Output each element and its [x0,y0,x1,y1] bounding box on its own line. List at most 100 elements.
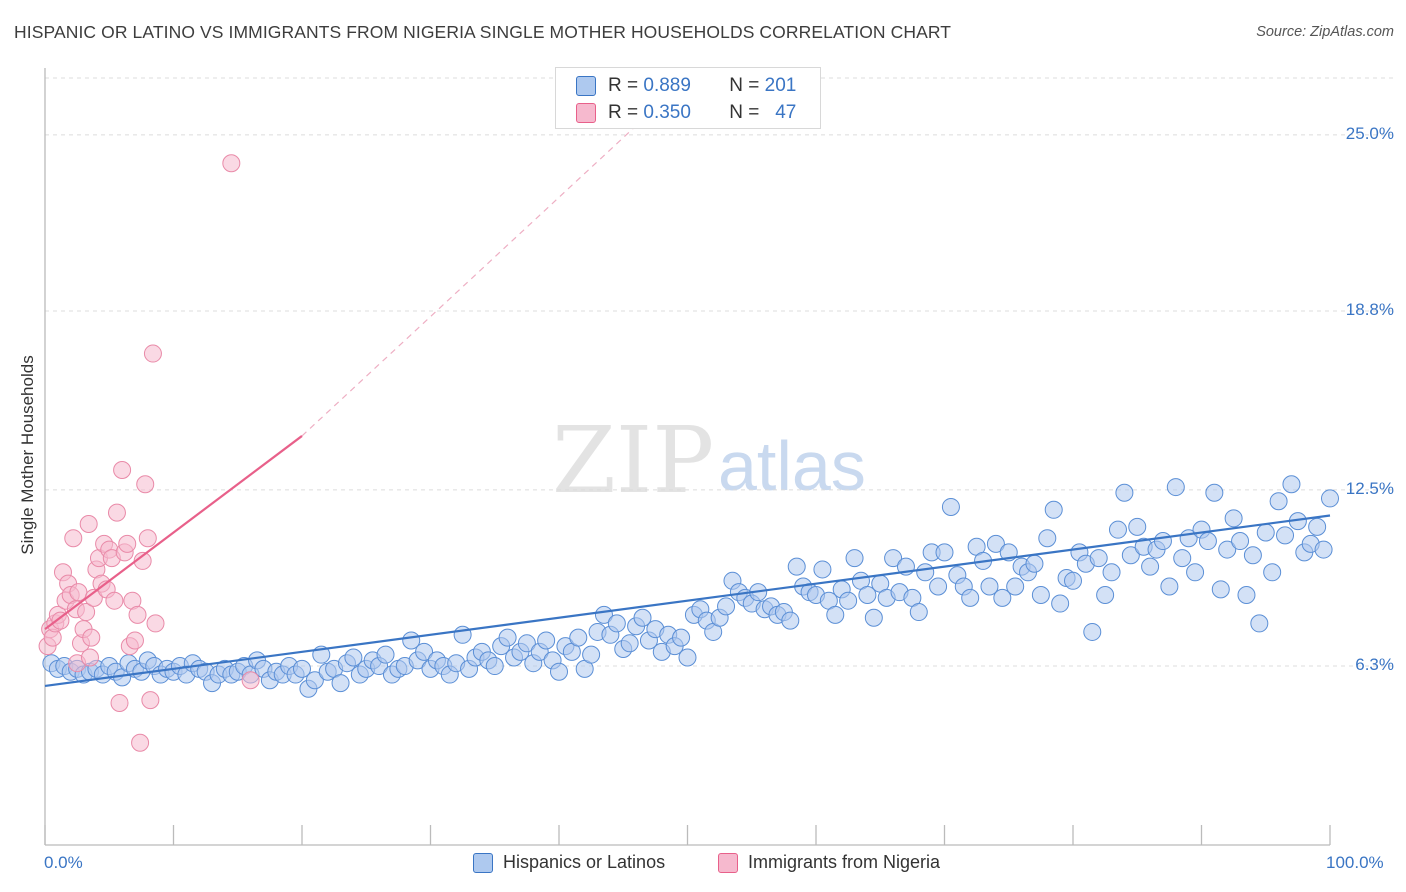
stats-legend: R = 0.889 N = 201 R = 0.350 N = 47 [555,67,821,129]
point-hispanic [672,628,691,647]
point-hispanic [1263,563,1282,582]
point-hispanic [678,648,697,667]
trend-hispanic [44,514,1331,688]
point-hispanic [787,557,806,576]
point-hispanic [717,597,736,616]
point-nigeria [110,693,129,712]
point-hispanic [1160,577,1179,596]
point-hispanic [1102,563,1121,582]
point-hispanic [839,591,858,610]
point-hispanic [517,634,536,653]
point-hispanic [864,608,883,627]
trend-lines [44,77,1331,688]
point-nigeria [222,154,241,173]
point-hispanic [1025,554,1044,573]
point-hispanic [1083,622,1102,641]
point-hispanic [1231,532,1250,551]
legend-item-nigeria: Immigrants from Nigeria [718,852,940,873]
legend-label-hispanic: Hispanics or Latinos [503,852,666,872]
point-hispanic [1038,529,1057,548]
y-tick-label: 25.0% [1345,123,1394,143]
stats-row-nigeria: R = 0.350 N = 47 [576,99,796,127]
point-nigeria [79,514,98,533]
point-hispanic [980,577,999,596]
point-hispanic [1205,483,1224,502]
point-hispanic [1064,571,1082,590]
r-value-2: 0.350 [643,102,691,123]
point-hispanic [929,577,948,596]
point-hispanic [1211,580,1230,599]
point-nigeria [146,614,165,633]
point-hispanic [1243,546,1262,565]
point-hispanic [1173,549,1192,568]
point-hispanic [1321,489,1339,508]
chart-source: Source: ZipAtlas.com [1256,24,1394,40]
point-nigeria [51,611,70,630]
point-nigeria [113,461,132,480]
point-hispanic [1186,563,1205,582]
n-label-2: N = [729,102,760,123]
r-label-1: R = [608,75,639,96]
trend-nigeria [44,435,303,630]
point-hispanic [1141,557,1160,576]
point-nigeria [143,344,162,363]
point-nigeria [107,503,126,522]
point-nigeria [141,691,160,710]
point-hispanic [1237,586,1256,605]
point-nigeria [138,529,157,548]
hispanic-swatch [576,76,596,96]
point-hispanic [550,662,568,681]
point-hispanic [607,614,626,633]
point-hispanic [1166,478,1185,497]
point-hispanic [331,674,350,693]
point-hispanic [1276,526,1295,545]
point-hispanic [884,549,903,568]
point-nigeria [118,534,137,553]
point-hispanic [1282,475,1301,494]
bottom-legend: Hispanics or Latinos Immigrants from Nig… [0,852,1406,878]
y-tick-label: 6.3% [1355,655,1394,675]
point-hispanic [1314,540,1333,559]
point-hispanic [1051,594,1070,613]
point-nigeria [125,631,144,650]
point-hispanic [1308,517,1327,536]
n-value-1: 201 [764,75,797,96]
point-hispanic [620,634,639,653]
trend-nigeria-extension [301,77,688,437]
data-points [38,154,1339,752]
point-hispanic [845,549,864,568]
point-hispanic [1198,532,1217,551]
point-hispanic [961,588,980,607]
point-hispanic [1031,586,1050,605]
y-tick-label: 12.5% [1345,478,1394,498]
point-hispanic [498,628,517,647]
point-hispanic [1108,520,1127,539]
n-label-1: N = [729,75,760,96]
chart-title: HISPANIC OR LATINO VS IMMIGRANTS FROM NI… [14,22,952,42]
point-nigeria [105,591,124,610]
point-hispanic [1224,509,1243,528]
watermark: ZIP atlas [552,407,866,514]
n-value-2: 47 [775,102,797,123]
point-nigeria [64,529,83,548]
point-hispanic [916,563,935,582]
point-nigeria [136,475,155,494]
point-hispanic [986,534,1005,553]
point-nigeria [77,603,96,622]
point-hispanic [1128,517,1147,536]
point-nigeria [241,671,260,690]
x-tick-label-max: 100.0% [1326,853,1384,872]
point-hispanic [293,659,311,678]
watermark-atlas: atlas [718,427,866,505]
nigeria-swatch [576,103,596,123]
point-nigeria [69,583,88,602]
point-hispanic [415,642,434,661]
point-hispanic [1115,483,1134,502]
point-nigeria [80,648,99,667]
point-nigeria [131,733,150,752]
point-hispanic [1096,586,1115,605]
point-hispanic [813,560,832,579]
x-tick-label-min: 0.0% [44,853,83,872]
point-nigeria [128,605,147,624]
